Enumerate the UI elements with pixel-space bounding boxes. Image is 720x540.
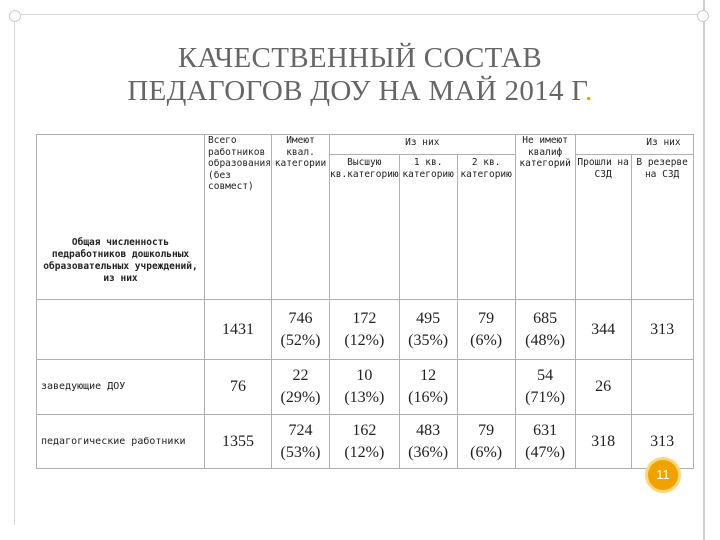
row-label: педагогические работники [36, 414, 205, 469]
cell-no-cat-pct: (71%) [525, 389, 566, 406]
cell-reserve: 313 [630, 299, 694, 360]
cell-passed: 344 [574, 299, 632, 360]
page-number-badge: 11 [645, 457, 681, 493]
row-label: заведующие ДОУ [36, 359, 205, 415]
header-no-category: Не имеют квалиф категорий [514, 134, 576, 300]
decor-circle-top-right [697, 10, 709, 22]
cell-second: 79 [478, 421, 495, 439]
row-label [36, 299, 205, 360]
cell-total: 76 [204, 359, 272, 415]
header-total: Всего работников образования (без совмес… [204, 134, 272, 300]
cell-total: 1355 [204, 414, 272, 469]
title-period: . [585, 75, 593, 107]
cell-no-cat: 54 [537, 367, 554, 384]
cell-higher-pct: (12%) [344, 443, 385, 461]
cell-no-cat: 685 [533, 309, 558, 327]
cell-passed: 318 [574, 414, 632, 469]
header-have-category: Имеют квал. категории [271, 134, 330, 300]
header-reserve: В резерве на СЗД [630, 154, 694, 300]
cell-no-cat-pct: (47%) [525, 443, 566, 461]
slide-right-rule [703, 0, 705, 540]
cell-higher: 10 [356, 367, 373, 384]
cell-have-cat-pct: (53%) [280, 443, 321, 461]
title-line-1: КАЧЕСТВЕННЫЙ СОСТАВ [177, 42, 543, 74]
cell-higher: 172 [352, 309, 377, 327]
table-row: педагогические работники 1355 724 (53%) 1… [36, 414, 694, 469]
table-row: заведующие ДОУ 76 22 (29%) 10 (13%) 12 (16%… [36, 359, 694, 415]
staff-table: Общая численность педработников дошкольн… [36, 134, 694, 469]
header-of-them: Из них [329, 134, 516, 155]
cell-first: 483 [416, 421, 441, 439]
title-line-2: ПЕДАГОГОВ ДОУ НА МАЙ 2014 Г [127, 75, 586, 107]
header-passed: Прошли на СЗД [574, 154, 632, 300]
cell-have-cat-pct: (29%) [280, 389, 321, 406]
slide-frame [14, 14, 705, 525]
cell-have-cat-pct: (52%) [280, 331, 321, 349]
cell-first: 495 [416, 309, 441, 327]
cell-first-pct: (35%) [408, 331, 449, 349]
header-row-label: Общая численность педработников дошкольн… [36, 134, 205, 300]
cell-second: 79 [478, 309, 495, 327]
cell-total: 1431 [204, 299, 272, 360]
cell-have-cat: 724 [288, 421, 313, 439]
cell-first-pct: (36%) [408, 443, 449, 461]
cell-higher-pct: (12%) [344, 331, 385, 349]
cell-second-pct: (6%) [470, 331, 503, 349]
header-higher: Высшую кв.категорию [329, 154, 400, 300]
cell-have-cat: 22 [292, 367, 309, 384]
header-of-them-2: Из них [574, 134, 694, 155]
cell-reserve [630, 359, 694, 415]
cell-have-cat: 746 [288, 309, 313, 327]
slide-title: КАЧЕСТВЕННЫЙ СОСТАВ ПЕДАГОГОВ ДОУ НА МАЙ… [40, 42, 680, 108]
cell-no-cat: 631 [533, 421, 558, 439]
cell-no-cat-pct: (48%) [525, 331, 566, 349]
table-row: 1431 746 (52%) 172 (12%) 495 (35%) 79 (6%) 6… [36, 299, 694, 360]
header-second: 2 кв. категорию [456, 154, 516, 300]
decor-circle-top-left [9, 10, 21, 22]
cell-higher-pct: (13%) [344, 389, 385, 406]
cell-passed: 26 [574, 359, 632, 415]
cell-higher: 162 [352, 421, 377, 439]
cell-first: 12 [420, 367, 437, 384]
header-first: 1 кв. категорию [398, 154, 458, 300]
cell-first-pct: (16%) [408, 389, 449, 406]
cell-second-pct: (6%) [470, 443, 503, 461]
